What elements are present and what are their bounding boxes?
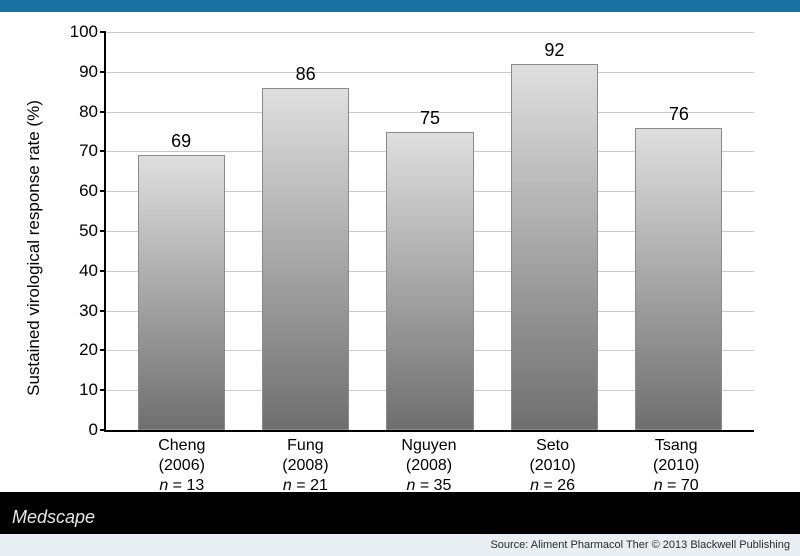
x-category-label: Seto(2010)n = 26 (491, 436, 615, 496)
ytick-label: 60 (79, 181, 106, 201)
bar-value-label: 69 (171, 131, 191, 156)
bar-slot: 92 (492, 32, 616, 430)
bar-slot: 86 (243, 32, 367, 430)
ytick-label: 40 (79, 261, 106, 281)
bar-value-label: 76 (669, 104, 689, 129)
source-citation: Source: Aliment Pharmacol Ther © 2013 Bl… (490, 539, 790, 551)
bar-slot: 75 (368, 32, 492, 430)
bar-slot: 76 (617, 32, 741, 430)
bar: 86 (262, 88, 349, 430)
x-category-label: Nguyen(2008)n = 35 (367, 436, 491, 496)
plot-region: 0102030405060708090100 6986759276 (104, 32, 754, 432)
ytick-label: 10 (79, 380, 106, 400)
author-line: Tsang (614, 436, 738, 456)
year-line: (2010) (614, 456, 738, 476)
x-category-label: Tsang(2010)n = 70 (614, 436, 738, 496)
ytick-label: 80 (79, 102, 106, 122)
ytick-label: 70 (79, 141, 106, 161)
bar-slot: 69 (119, 32, 243, 430)
year-line: (2008) (367, 456, 491, 476)
year-line: (2010) (491, 456, 615, 476)
ytick-label: 30 (79, 301, 106, 321)
author-line: Fung (244, 436, 368, 456)
x-labels-host: Cheng(2006)n = 13Fung(2008)n = 21Nguyen(… (104, 436, 754, 496)
author-line: Nguyen (367, 436, 491, 456)
year-line: (2006) (120, 456, 244, 476)
year-line: (2008) (244, 456, 368, 476)
chart-area: Sustained virological response rate (%) … (0, 12, 800, 492)
ytick-label: 50 (79, 221, 106, 241)
bar: 75 (386, 132, 473, 431)
top-accent-bar (0, 0, 800, 12)
bottom-black-bar: Medscape (0, 492, 800, 534)
ytick-label: 90 (79, 62, 106, 82)
author-line: Cheng (120, 436, 244, 456)
bar: 69 (138, 155, 225, 430)
bar: 76 (635, 128, 722, 430)
bar-value-label: 86 (296, 64, 316, 89)
author-line: Seto (491, 436, 615, 456)
y-axis-title: Sustained virological response rate (%) (24, 100, 44, 396)
bar: 92 (511, 64, 598, 430)
bar-value-label: 92 (544, 40, 564, 65)
brand-logo-text: Medscape (12, 507, 95, 528)
x-category-label: Fung(2008)n = 21 (244, 436, 368, 496)
ytick-label: 100 (70, 22, 106, 42)
x-category-label: Cheng(2006)n = 13 (120, 436, 244, 496)
bar-value-label: 75 (420, 108, 440, 133)
bars-host: 6986759276 (106, 32, 754, 430)
page-root: Sustained virological response rate (%) … (0, 0, 800, 556)
ytick-label: 20 (79, 340, 106, 360)
bottom-meta-bar: Source: Aliment Pharmacol Ther © 2013 Bl… (0, 534, 800, 556)
